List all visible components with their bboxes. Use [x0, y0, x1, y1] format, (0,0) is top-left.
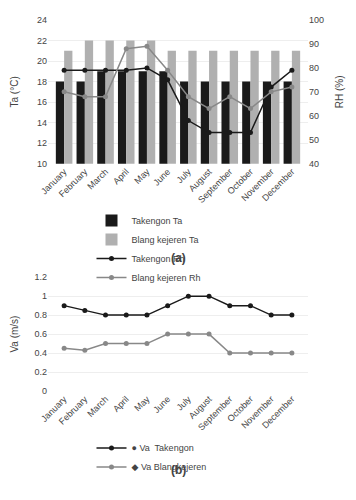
svg-text:(b): (b) [171, 463, 186, 477]
svg-text:November: November [239, 394, 275, 430]
svg-text:Va (m/s): Va (m/s) [9, 316, 20, 353]
svg-text:October: October [225, 167, 255, 197]
svg-text:0.2: 0.2 [34, 367, 47, 377]
svg-text:October: October [225, 394, 255, 424]
svg-text:1: 1 [42, 291, 47, 301]
svg-text:70: 70 [309, 87, 319, 97]
svg-text:18: 18 [37, 77, 47, 87]
svg-text:16: 16 [37, 97, 47, 107]
svg-text:August: August [187, 394, 214, 421]
svg-text:July: July [175, 166, 194, 185]
svg-text:January: January [39, 166, 69, 196]
svg-text:0.4: 0.4 [34, 348, 47, 358]
svg-text:22: 22 [37, 36, 47, 46]
svg-text:March: March [85, 394, 110, 419]
svg-text:Takengon Ta: Takengon Ta [132, 216, 183, 226]
svg-text:50: 50 [309, 135, 319, 145]
svg-text:40: 40 [309, 159, 319, 169]
svg-text:20: 20 [37, 56, 47, 66]
svg-text:November: November [239, 167, 275, 203]
svg-text:Ta (°C): Ta (°C) [9, 76, 20, 107]
svg-text:January: January [39, 394, 69, 424]
svg-text:February: February [57, 166, 90, 199]
svg-text:100: 100 [309, 15, 324, 25]
svg-text:60: 60 [309, 111, 319, 121]
svg-text:Blang kejeren Ta: Blang kejeren Ta [132, 235, 199, 245]
svg-text:0.6: 0.6 [34, 329, 47, 339]
svg-text:RH (%): RH (%) [334, 75, 345, 108]
svg-text:September: September [196, 167, 234, 205]
svg-text:March: March [85, 167, 110, 192]
svg-text:December: December [260, 167, 296, 203]
svg-text:July: July [175, 394, 194, 413]
svg-text:10: 10 [37, 159, 47, 169]
svg-text:May: May [132, 394, 151, 413]
svg-text:0: 0 [42, 386, 47, 396]
svg-text:80: 80 [309, 63, 319, 73]
svg-text:August: August [187, 166, 214, 193]
svg-text:● Va Takengon: ● Va Takengon [132, 443, 194, 453]
svg-text:April: April [111, 167, 131, 187]
svg-text:June: June [151, 167, 172, 188]
svg-text:May: May [132, 166, 151, 185]
svg-text:Blang kejeren Rh: Blang kejeren Rh [132, 273, 201, 283]
svg-text:September: September [196, 394, 234, 432]
svg-text:February: February [57, 394, 90, 427]
svg-text:24: 24 [37, 15, 47, 25]
svg-text:12: 12 [37, 138, 47, 148]
svg-text:Takengon Rh: Takengon Rh [132, 254, 185, 264]
svg-text:December: December [260, 394, 296, 430]
svg-text:90: 90 [309, 39, 319, 49]
svg-text:0.8: 0.8 [34, 310, 47, 320]
svg-text:◆ Va Blangkejeren: ◆ Va Blangkejeren [132, 462, 207, 472]
svg-text:(a): (a) [171, 251, 186, 265]
svg-text:1.2: 1.2 [34, 272, 47, 282]
svg-text:June: June [151, 394, 172, 415]
svg-text:April: April [111, 394, 131, 414]
svg-text:14: 14 [37, 118, 47, 128]
